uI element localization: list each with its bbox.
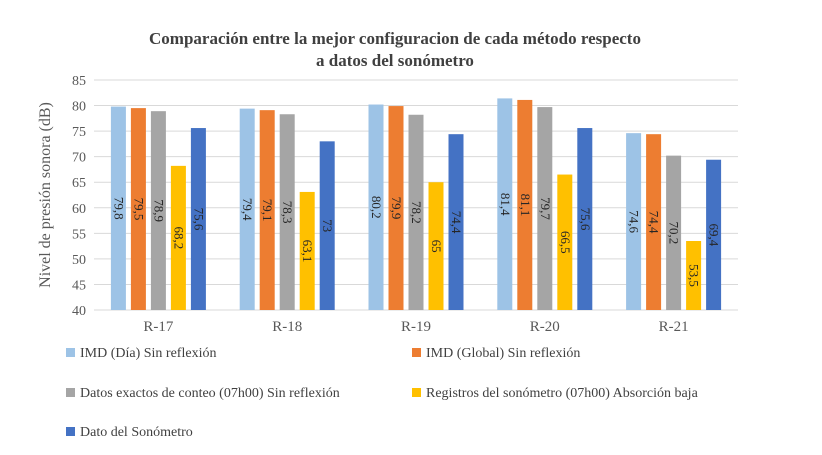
data-label: 74,4 [449, 211, 464, 234]
data-labels: 79,8 79,5 78,9 68,2 75,6 79,4 79,1 78,3 63,1 73 80… [111, 193, 721, 287]
bar [706, 159, 722, 310]
data-label: 74,6 [627, 210, 642, 233]
data-label: 69,4 [707, 223, 722, 246]
bar [150, 111, 166, 310]
legend: IMD (Día) Sin reflexión IMD (Global) Sin … [66, 346, 699, 440]
data-label: 75,6 [578, 208, 593, 231]
chart-title: Comparación entre la mejor configuracion… [149, 29, 641, 70]
legend-item: Datos exactos de conteo (07h00) Sin refl… [66, 386, 340, 401]
data-label: 63,1 [300, 240, 315, 263]
legend-label: Datos exactos de conteo (07h00) Sin refl… [80, 386, 340, 401]
data-label: 74,4 [647, 211, 662, 234]
data-label: 78,3 [280, 201, 295, 224]
legend-swatch [66, 388, 75, 397]
bar [279, 114, 295, 310]
bar [170, 165, 186, 310]
data-label: 81,4 [498, 193, 513, 216]
chart-title-line: Comparación entre la mejor configuracion… [149, 29, 641, 48]
y-tick-label: 70 [72, 151, 86, 166]
data-label: 66,5 [558, 231, 573, 254]
y-tick-label: 65 [72, 176, 86, 191]
bar [686, 241, 702, 310]
bar [517, 99, 533, 310]
category-label: R-21 [659, 319, 689, 335]
data-label: 78,2 [409, 201, 424, 224]
category-label: R-17 [143, 319, 174, 335]
bar [428, 182, 444, 310]
bar [239, 108, 255, 310]
y-tick-label: 50 [72, 253, 86, 268]
bar [626, 133, 642, 310]
data-label: 81,1 [518, 194, 533, 217]
data-label: 79,7 [538, 197, 553, 220]
legend-swatch [66, 427, 75, 436]
y-tick-label: 85 [72, 74, 86, 89]
bar [557, 174, 573, 310]
legend-swatch [412, 388, 421, 397]
bar [299, 191, 315, 310]
data-label: 68,2 [171, 227, 186, 250]
bar [190, 128, 206, 310]
legend-item: IMD (Día) Sin reflexión [66, 346, 216, 361]
bar [577, 128, 593, 310]
legend-item: Registros del sonómetro (07h00) Absorció… [412, 386, 699, 401]
bar [130, 108, 146, 310]
data-label: 79,8 [111, 197, 126, 220]
category-label: R-20 [530, 319, 560, 335]
bar [448, 134, 464, 310]
legend-label: IMD (Global) Sin reflexión [426, 346, 580, 361]
category-label: R-19 [401, 319, 431, 335]
bar [666, 155, 682, 310]
data-label: 80,2 [369, 196, 384, 219]
legend-label: Registros del sonómetro (07h00) Absorció… [426, 386, 699, 401]
data-label: 65 [429, 240, 444, 253]
y-tick-label: 55 [72, 227, 86, 242]
y-tick-label: 80 [72, 100, 86, 115]
legend-item: Dato del Sonómetro [66, 425, 193, 440]
bar [646, 134, 662, 310]
data-label: 53,5 [687, 264, 702, 287]
legend-label: Dato del Sonómetro [80, 425, 193, 440]
y-axis-label: Nivel de presión sonora (dB) [37, 102, 54, 288]
bar [110, 106, 126, 310]
bar [388, 106, 404, 310]
bar [408, 114, 424, 310]
data-label: 79,4 [240, 198, 255, 221]
bar [319, 141, 335, 310]
legend-item: IMD (Global) Sin reflexión [412, 346, 580, 361]
data-label: 75,6 [191, 208, 206, 231]
data-label: 79,5 [131, 198, 146, 221]
bar [537, 107, 553, 310]
y-axis-ticks: 40 45 50 55 60 65 70 75 80 85 [72, 74, 86, 319]
y-tick-label: 45 [72, 278, 86, 293]
data-label: 70,2 [667, 221, 682, 244]
bar [497, 98, 513, 311]
y-tick-label: 75 [72, 125, 86, 140]
bar [259, 110, 275, 311]
data-label: 73 [320, 219, 335, 232]
y-tick-label: 60 [72, 202, 86, 217]
legend-swatch [66, 348, 75, 357]
category-label: R-18 [272, 319, 302, 335]
y-tick-label: 40 [72, 304, 86, 319]
x-axis-categories: R-17 R-18 R-19 R-20 R-21 [143, 319, 688, 335]
legend-swatch [412, 348, 421, 357]
legend-label: IMD (Día) Sin reflexión [80, 346, 216, 361]
bars [110, 98, 722, 311]
chart-title-line: a datos del sonómetro [316, 51, 474, 70]
bar [368, 104, 384, 311]
data-label: 78,9 [151, 199, 166, 222]
data-label: 79,1 [260, 199, 275, 222]
data-label: 79,9 [389, 197, 404, 220]
